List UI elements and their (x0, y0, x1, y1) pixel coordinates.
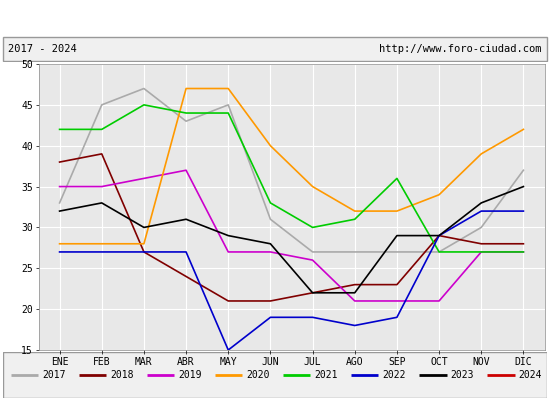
Text: 2018: 2018 (110, 370, 134, 380)
Text: http://www.foro-ciudad.com: http://www.foro-ciudad.com (379, 44, 542, 54)
Text: 2017 - 2024: 2017 - 2024 (8, 44, 77, 54)
Text: 2021: 2021 (314, 370, 338, 380)
Text: 2020: 2020 (246, 370, 270, 380)
Text: 2022: 2022 (382, 370, 406, 380)
Text: 2024: 2024 (519, 370, 542, 380)
Text: Evolucion del paro registrado en Somiedo: Evolucion del paro registrado en Somiedo (135, 12, 415, 25)
Text: 2019: 2019 (178, 370, 202, 380)
Text: 2023: 2023 (450, 370, 474, 380)
Text: 2017: 2017 (42, 370, 65, 380)
